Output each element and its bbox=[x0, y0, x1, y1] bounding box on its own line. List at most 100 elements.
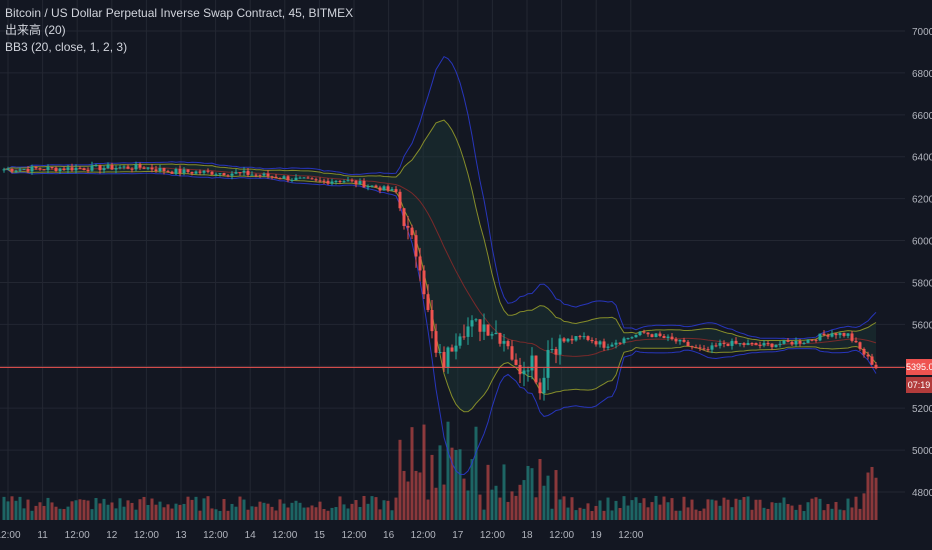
candle-body bbox=[706, 349, 710, 351]
candle-body bbox=[674, 339, 678, 342]
volume-bar bbox=[30, 510, 34, 520]
volume-bar bbox=[658, 504, 662, 520]
volume-bar bbox=[770, 502, 774, 520]
candle-body bbox=[346, 180, 350, 182]
volume-bar bbox=[486, 464, 490, 520]
volume-bar bbox=[842, 510, 846, 520]
volume-bar bbox=[754, 499, 758, 520]
volume-bar bbox=[338, 496, 342, 520]
volume-bar bbox=[26, 499, 30, 520]
candle-body bbox=[58, 168, 62, 172]
volume-bar bbox=[766, 508, 770, 520]
volume-bar bbox=[522, 480, 526, 520]
candle-body bbox=[850, 333, 854, 341]
volume-bar bbox=[854, 496, 858, 520]
volume-bar bbox=[78, 499, 82, 520]
candle-body bbox=[578, 336, 582, 338]
volume-bar bbox=[830, 508, 834, 520]
candle-body bbox=[698, 347, 702, 349]
candle-body bbox=[254, 174, 258, 176]
candle-body bbox=[322, 180, 326, 182]
candle-body bbox=[266, 173, 270, 177]
volume-bar bbox=[178, 504, 182, 520]
volume-bar bbox=[862, 493, 866, 520]
candle-body bbox=[338, 180, 342, 182]
candle-body bbox=[146, 167, 150, 169]
candle-body bbox=[678, 339, 682, 342]
volume-bar bbox=[526, 465, 530, 520]
volume-bar bbox=[670, 498, 674, 520]
volume-bar bbox=[722, 497, 726, 520]
volume-bar bbox=[818, 498, 822, 520]
bb-indicator-label[interactable]: BB3 (20, close, 1, 2, 3) bbox=[5, 40, 128, 54]
candle-body bbox=[646, 332, 650, 335]
candle-body bbox=[546, 349, 550, 378]
volume-bar bbox=[510, 491, 514, 520]
grid-lines bbox=[0, 0, 905, 520]
candle-body bbox=[118, 167, 122, 169]
candle-body bbox=[778, 343, 782, 345]
volume-bar bbox=[846, 498, 850, 520]
volume-bar bbox=[566, 507, 570, 520]
volume-bar bbox=[410, 427, 414, 520]
volume-bar bbox=[326, 510, 330, 520]
candle-body bbox=[310, 178, 314, 180]
candle-body bbox=[550, 349, 554, 351]
price-axis[interactable]: 7000.0 6800.0 6600.0 6400.0 6200.0 6000.0 5800… bbox=[912, 27, 932, 499]
candle-body bbox=[98, 165, 102, 171]
candle-body bbox=[330, 181, 334, 184]
x-tick-label: 12:00 bbox=[411, 530, 436, 541]
candle-body bbox=[470, 320, 474, 327]
volume-indicator-label[interactable]: 出来高 (20) bbox=[5, 23, 66, 37]
candle-body bbox=[414, 235, 418, 257]
candle-body bbox=[494, 332, 498, 335]
candle-body bbox=[874, 364, 878, 369]
candle-body bbox=[190, 172, 194, 174]
candle-body bbox=[462, 336, 466, 338]
candle-body bbox=[2, 169, 6, 171]
volume-bar bbox=[214, 509, 218, 520]
x-tick-label: 12:00 bbox=[480, 530, 505, 541]
volume-bar bbox=[306, 507, 310, 520]
volume-bar bbox=[858, 508, 862, 520]
candle-body bbox=[378, 187, 382, 191]
candle-body bbox=[798, 340, 802, 344]
volume-bar bbox=[774, 502, 778, 520]
volume-bar bbox=[70, 501, 74, 520]
candle-body bbox=[202, 170, 206, 173]
candle-body bbox=[102, 168, 106, 171]
candle-body bbox=[870, 356, 874, 365]
volume-bar bbox=[778, 502, 782, 520]
volume-bar bbox=[514, 495, 518, 520]
time-axis[interactable]: 12:00 11 12:00 12 12:00 13 12:00 14 12:00 15 12:00… bbox=[0, 530, 644, 541]
candle-body bbox=[350, 180, 354, 182]
volume-bar bbox=[578, 507, 582, 520]
volume-bar bbox=[834, 501, 838, 520]
volume-bar bbox=[650, 502, 654, 520]
bb-lower-2 bbox=[3, 168, 877, 413]
volume-bar bbox=[246, 509, 250, 520]
y-tick-label: 5000.0 bbox=[912, 446, 932, 457]
volume-bar bbox=[98, 503, 102, 520]
x-tick-label: 17 bbox=[452, 530, 464, 541]
candle-body bbox=[658, 333, 662, 336]
bb-lower-3 bbox=[3, 168, 877, 476]
symbol-title[interactable]: Bitcoin / US Dollar Perpetual Inverse Sw… bbox=[5, 6, 354, 20]
candle-body bbox=[566, 338, 570, 342]
candle-body bbox=[630, 337, 634, 339]
x-tick-label: 12:00 bbox=[272, 530, 297, 541]
volume-bar bbox=[542, 485, 546, 520]
volume-bar bbox=[322, 509, 326, 520]
volume-bar bbox=[258, 501, 262, 520]
volume-bar bbox=[490, 489, 494, 520]
candle-body bbox=[758, 344, 762, 346]
volume-bar bbox=[118, 498, 122, 520]
volume-bar bbox=[454, 449, 458, 520]
candle-body bbox=[78, 167, 82, 169]
volume-bar bbox=[154, 504, 158, 520]
candle-body bbox=[498, 332, 502, 344]
volume-bar bbox=[634, 497, 638, 520]
candle-body bbox=[558, 338, 562, 355]
volume-bar bbox=[374, 497, 378, 520]
